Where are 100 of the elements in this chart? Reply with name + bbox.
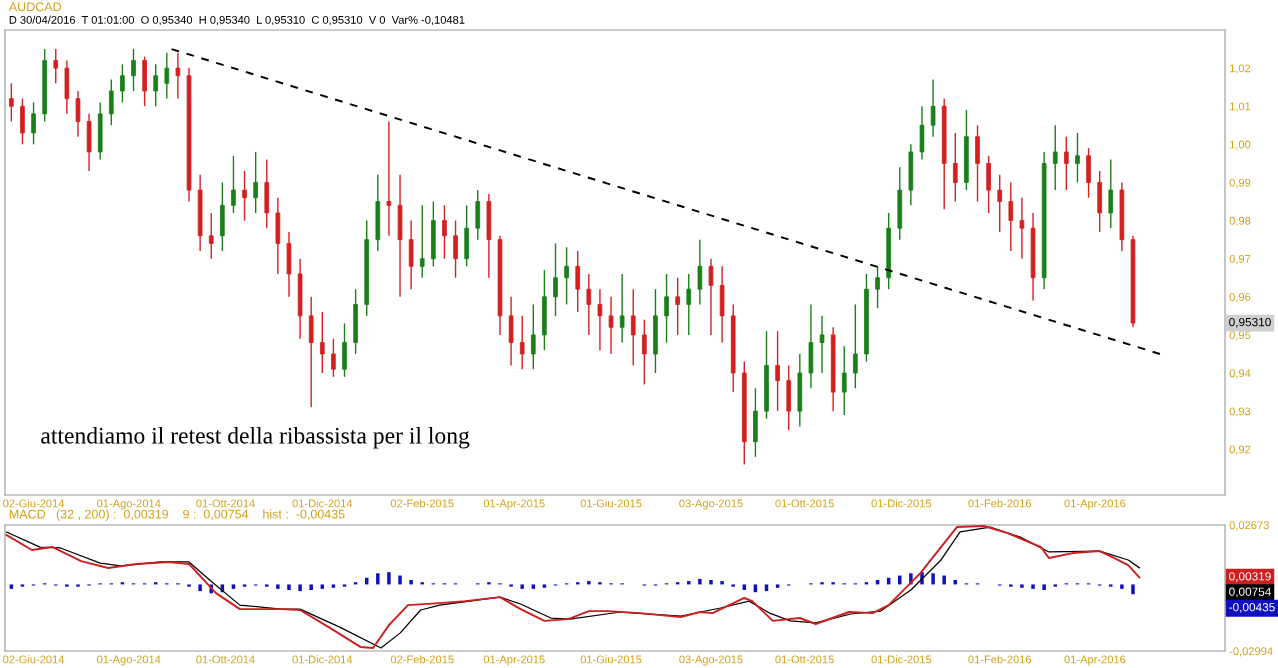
candlestick <box>1064 136 1069 191</box>
candlestick <box>841 345 847 416</box>
x-tick-label: 01-Apr-2016 <box>1064 655 1126 666</box>
candlestick <box>1075 132 1080 184</box>
bar <box>542 584 547 588</box>
bar <box>487 582 491 585</box>
candlestick <box>530 303 536 370</box>
y-tick-label: 0,95 <box>1229 331 1251 341</box>
x-tick-label: 01-Dic-2015 <box>871 655 932 664</box>
bar <box>76 584 80 587</box>
bar <box>831 582 835 585</box>
x-tick-label: 01-Giu-2015 <box>580 499 642 508</box>
bar <box>709 579 713 585</box>
bar <box>20 584 25 587</box>
y-tick-label: 0,99 <box>1229 178 1251 188</box>
bar <box>420 582 424 585</box>
bar <box>1131 584 1135 595</box>
y-tick-label: 1,01 <box>1230 102 1251 112</box>
bar <box>509 584 513 587</box>
bar <box>1053 584 1057 587</box>
x-tick-label: 01-Apr-2015 <box>483 499 545 510</box>
chart-title: MACD (32 , 200) : 0,00319 9 : 0,00754 hist : -0,00435 <box>9 509 345 521</box>
candlestick <box>153 63 159 107</box>
candlestick <box>231 155 236 214</box>
x-tick-label: 01-Ott-2014 <box>196 499 255 508</box>
annotation: attendiamo il retest della ribassista per il long <box>41 427 470 449</box>
bar <box>731 584 735 587</box>
x-tick-label: 01-Giu-2015 <box>580 655 642 664</box>
x-tick-label: 03-Ago-2015 <box>679 655 743 666</box>
candlestick <box>875 265 880 309</box>
bar <box>1120 584 1124 589</box>
bar <box>276 584 280 589</box>
bar <box>387 572 391 585</box>
bar <box>598 582 602 585</box>
bar <box>409 579 413 585</box>
bar <box>242 584 247 587</box>
y-tick-label: 0,92 <box>1229 445 1251 455</box>
chart-subtitle: D 30/04/2016 T 01:01:00 O 0,95340 H 0,95340 L 0,95310 C 0,95310 V 0 Var% -0,10481 <box>9 15 465 26</box>
x-tick-label: 01-Ago-2014 <box>97 499 161 510</box>
bar <box>231 584 236 589</box>
y-tick-label: 0,93 <box>1229 407 1251 417</box>
bar <box>320 584 325 589</box>
x-tick-label: 01-Ott-2014 <box>196 655 255 664</box>
bar <box>931 573 935 585</box>
bar <box>331 584 336 588</box>
candlestick <box>997 174 1003 233</box>
x-tick-label: 03-Ago-2015 <box>679 499 743 510</box>
bar <box>309 584 313 590</box>
text: 0,95310 <box>1229 317 1271 328</box>
bar <box>198 584 202 592</box>
y-tick-label: 0,94 <box>1229 369 1251 379</box>
x-tick-label: 01-Apr-2016 <box>1064 499 1126 510</box>
x-tick-label: 01-Feb-2016 <box>968 655 1032 664</box>
candlestick <box>630 288 636 367</box>
bar <box>398 575 402 585</box>
chart-title: AUDCAD <box>8 2 62 12</box>
bar <box>65 584 69 587</box>
y-tick-label: 1,00 <box>1230 140 1251 150</box>
x-tick-label: 02-Feb-2015 <box>390 499 454 508</box>
bar <box>687 581 691 585</box>
candlestick <box>331 338 336 378</box>
bar <box>187 584 191 587</box>
bar <box>742 584 747 590</box>
bar <box>587 581 591 585</box>
x-tick-label: 01-Apr-2015 <box>483 655 545 666</box>
x-tick-label: 01-Dic-2014 <box>292 655 353 664</box>
bar <box>342 584 347 587</box>
y-tick-label: 1,02 <box>1230 64 1251 74</box>
x-tick-label: 01-Ott-2015 <box>775 499 834 508</box>
x-tick-label: 01-Dic-2014 <box>292 499 353 508</box>
x-tick-label: 02-Giu-2014 <box>3 499 65 508</box>
bar <box>1042 584 1046 590</box>
candlestick <box>9 82 14 123</box>
candlestick <box>675 277 680 336</box>
candlestick <box>31 101 36 146</box>
bar <box>898 575 902 585</box>
bar <box>1031 584 1035 589</box>
y-tick-label: 0,97 <box>1229 254 1251 265</box>
bar <box>287 584 291 590</box>
candlestick <box>853 303 858 389</box>
bar <box>265 584 269 587</box>
y-tick-label: 0,98 <box>1229 216 1251 227</box>
y-tick-label: 0,02673 <box>1229 521 1269 531</box>
candlestick <box>208 212 214 260</box>
y-tick-label: 0,96 <box>1229 293 1251 303</box>
bar <box>1020 584 1024 588</box>
x-tick-label: 01-Ago-2014 <box>97 655 161 666</box>
y-tick-label: -0,02994 <box>1229 647 1273 657</box>
candlestick <box>819 315 825 374</box>
candlestick <box>242 170 247 222</box>
bar <box>520 584 524 589</box>
candlestick <box>642 318 647 386</box>
x-tick-label: 01-Dic-2015 <box>871 499 932 508</box>
text: -0,00435 <box>1229 603 1275 613</box>
x-tick-label: 02-Feb-2015 <box>390 655 454 664</box>
bar <box>775 584 780 588</box>
text: 0,00319 <box>1229 572 1271 582</box>
text: 0,00754 <box>1229 587 1271 598</box>
candlestick <box>319 311 325 374</box>
candlestick <box>1052 124 1058 191</box>
